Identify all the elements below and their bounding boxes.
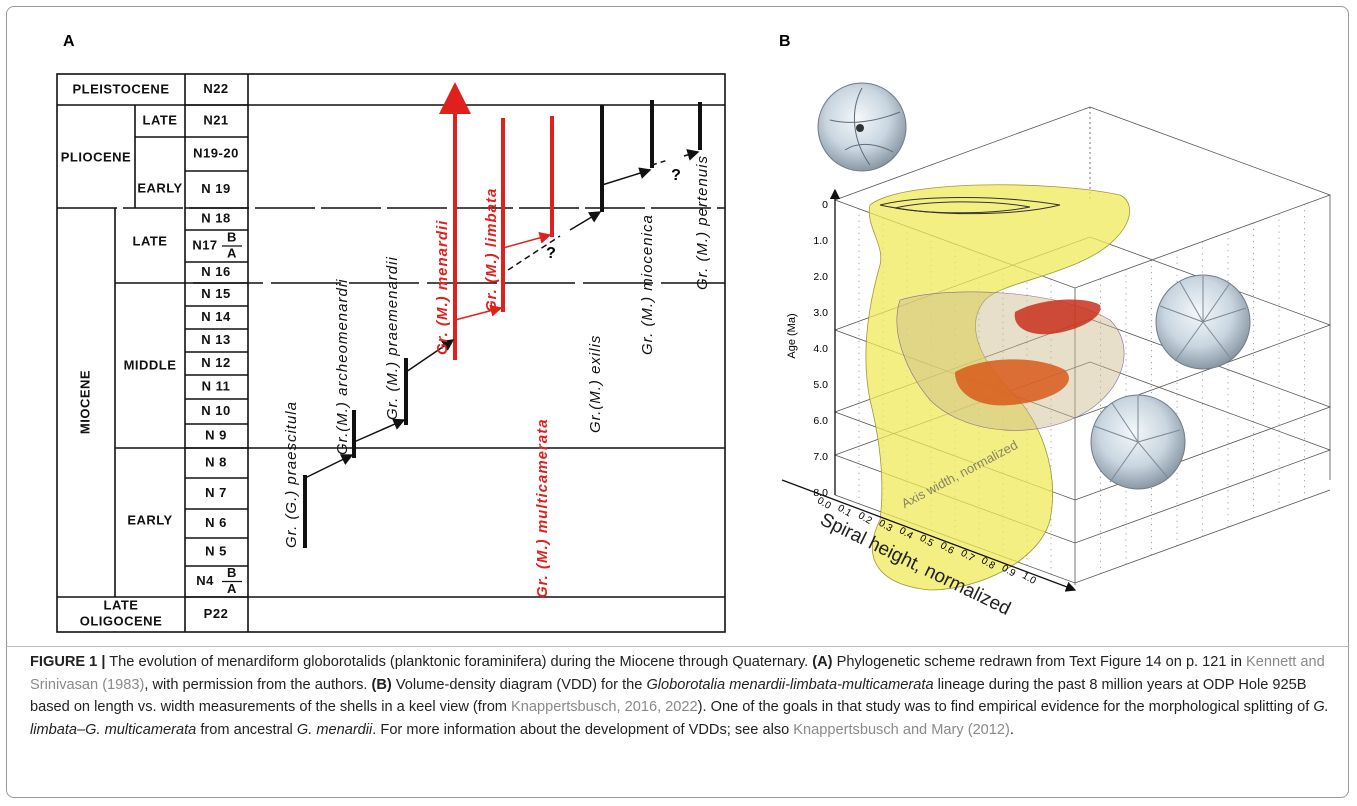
subepoch: LATE xyxy=(143,112,178,127)
caption-text: The evolution of menardiform globorotali… xyxy=(105,654,812,670)
zone-label: N 16 xyxy=(201,264,230,279)
subepoch: EARLY xyxy=(127,512,172,527)
age-tick-label: 7.0 xyxy=(813,451,828,463)
taxa: Gr. (G.) praescitula Gr.(M.) archeomenard… xyxy=(283,155,711,598)
caption-text: from ancestral xyxy=(196,722,297,738)
age-tick-label: 3.0 xyxy=(813,307,828,319)
age-ticks: 01.02.03.04.05.06.07.08.0 xyxy=(813,199,828,499)
subepoch: EARLY xyxy=(137,180,182,195)
age-tick-label: 5.0 xyxy=(813,379,828,391)
caption-text: ). One of the goals in that study was to… xyxy=(698,699,1314,715)
zone-label: N4 xyxy=(196,573,214,588)
caption-italic: Globorotalia menardii-limbata-multicamer… xyxy=(646,677,933,693)
taxon-name: Gr.(M.) exilis xyxy=(587,335,604,433)
age-tick-label: 4.0 xyxy=(813,343,828,355)
caption: FIGURE 1 | The evolution of menardiform … xyxy=(30,646,1330,741)
caption-italic: G. menardii xyxy=(297,722,372,738)
zone-label: N 9 xyxy=(205,427,227,442)
question-mark: ? xyxy=(671,167,681,184)
age-tick-label: 6.0 xyxy=(813,415,828,427)
caption-text: Volume-density diagram (VDD) for the xyxy=(392,677,647,693)
caption-text: , with permission from the authors. xyxy=(144,677,371,693)
taxon-name: Gr. (M.) multicamerata xyxy=(534,418,551,598)
zone-label: P22 xyxy=(204,606,229,621)
zone-label: N17 xyxy=(192,237,217,252)
age-tick-label: 0 xyxy=(822,199,828,211)
caption-label: (B) xyxy=(372,677,392,693)
zone-label: N 6 xyxy=(205,515,227,530)
zone-label: N 5 xyxy=(205,543,227,558)
zone-label: N 8 xyxy=(205,454,227,469)
zone-label: N 13 xyxy=(201,332,230,347)
age-tick-label: 2.0 xyxy=(813,271,828,283)
epoch: PLEISTOCENE xyxy=(72,81,169,96)
zone-sub: A xyxy=(227,245,237,260)
spiral-tick-label: 1.0 xyxy=(1020,570,1038,587)
caption-text: Phylogenetic scheme redrawn from Text Fi… xyxy=(833,654,1246,670)
epoch: MIOCENE xyxy=(77,370,92,434)
caption-label: FIGURE 1 | xyxy=(30,654,105,670)
age-tick-label: 1.0 xyxy=(813,235,828,247)
zone-label: N 7 xyxy=(205,485,227,500)
caption-label: (A) xyxy=(812,654,832,670)
citation-link[interactable]: Knappertsbusch and Mary (2012) xyxy=(793,722,1010,738)
taxon-name: Gr. (M.) pertenuis xyxy=(694,155,711,290)
page: A B PLEISTOCENE PLIOCENE LATE EARLY MIOC… xyxy=(0,0,1357,806)
citation-link[interactable]: Knappertsbusch, 2016, 2022 xyxy=(511,699,698,715)
zone-label: N 11 xyxy=(202,378,231,393)
epoch: PLIOCENE xyxy=(61,149,131,164)
epoch-labels: PLEISTOCENE PLIOCENE LATE EARLY MIOCENE … xyxy=(61,81,183,628)
question-mark: ? xyxy=(546,245,556,262)
taxon-name: Gr. (M.) menardii xyxy=(434,220,451,355)
epoch: OLIGOCENE xyxy=(80,613,163,628)
zone-label: N 14 xyxy=(201,309,231,324)
zone-label: N 12 xyxy=(201,355,230,370)
caption-rule xyxy=(6,646,1349,647)
taxon-name: Gr.(M.) archeomenardii xyxy=(334,279,351,455)
zone-label: N 18 xyxy=(201,210,230,225)
taxon-name: Gr. (M.) praemenardii xyxy=(384,256,401,420)
vdd-plot: Age (Ma) Spiral height, normalized Axis … xyxy=(782,83,1330,620)
zone-sub: B xyxy=(227,565,237,580)
zone-label: N 10 xyxy=(201,403,230,418)
panel-label: B xyxy=(779,33,791,50)
zone-label: N 15 xyxy=(201,286,230,301)
taxon-name: Gr. (G.) praescitula xyxy=(283,401,300,548)
subepoch: LATE xyxy=(133,233,168,248)
figure: A B PLEISTOCENE PLIOCENE LATE EARLY MIOC… xyxy=(0,0,1357,640)
zone-sub: A xyxy=(227,581,237,596)
zone-label: N21 xyxy=(203,112,228,127)
panel-label: A xyxy=(63,33,75,50)
zone-sub: B xyxy=(227,229,237,244)
zone-label: N 19 xyxy=(201,181,230,196)
axis-title: Age (Ma) xyxy=(786,313,798,358)
caption-text: . xyxy=(1010,722,1014,738)
zone-label: N19-20 xyxy=(193,145,239,160)
subepoch: MIDDLE xyxy=(124,357,177,372)
epoch: LATE xyxy=(104,597,139,612)
taxon-name: Gr. (M.) miocenica xyxy=(639,214,656,355)
caption-text: . For more information about the develop… xyxy=(372,722,793,738)
zone-label: N22 xyxy=(203,81,228,96)
taxon-name: Gr. (M.) limbata xyxy=(483,188,500,312)
